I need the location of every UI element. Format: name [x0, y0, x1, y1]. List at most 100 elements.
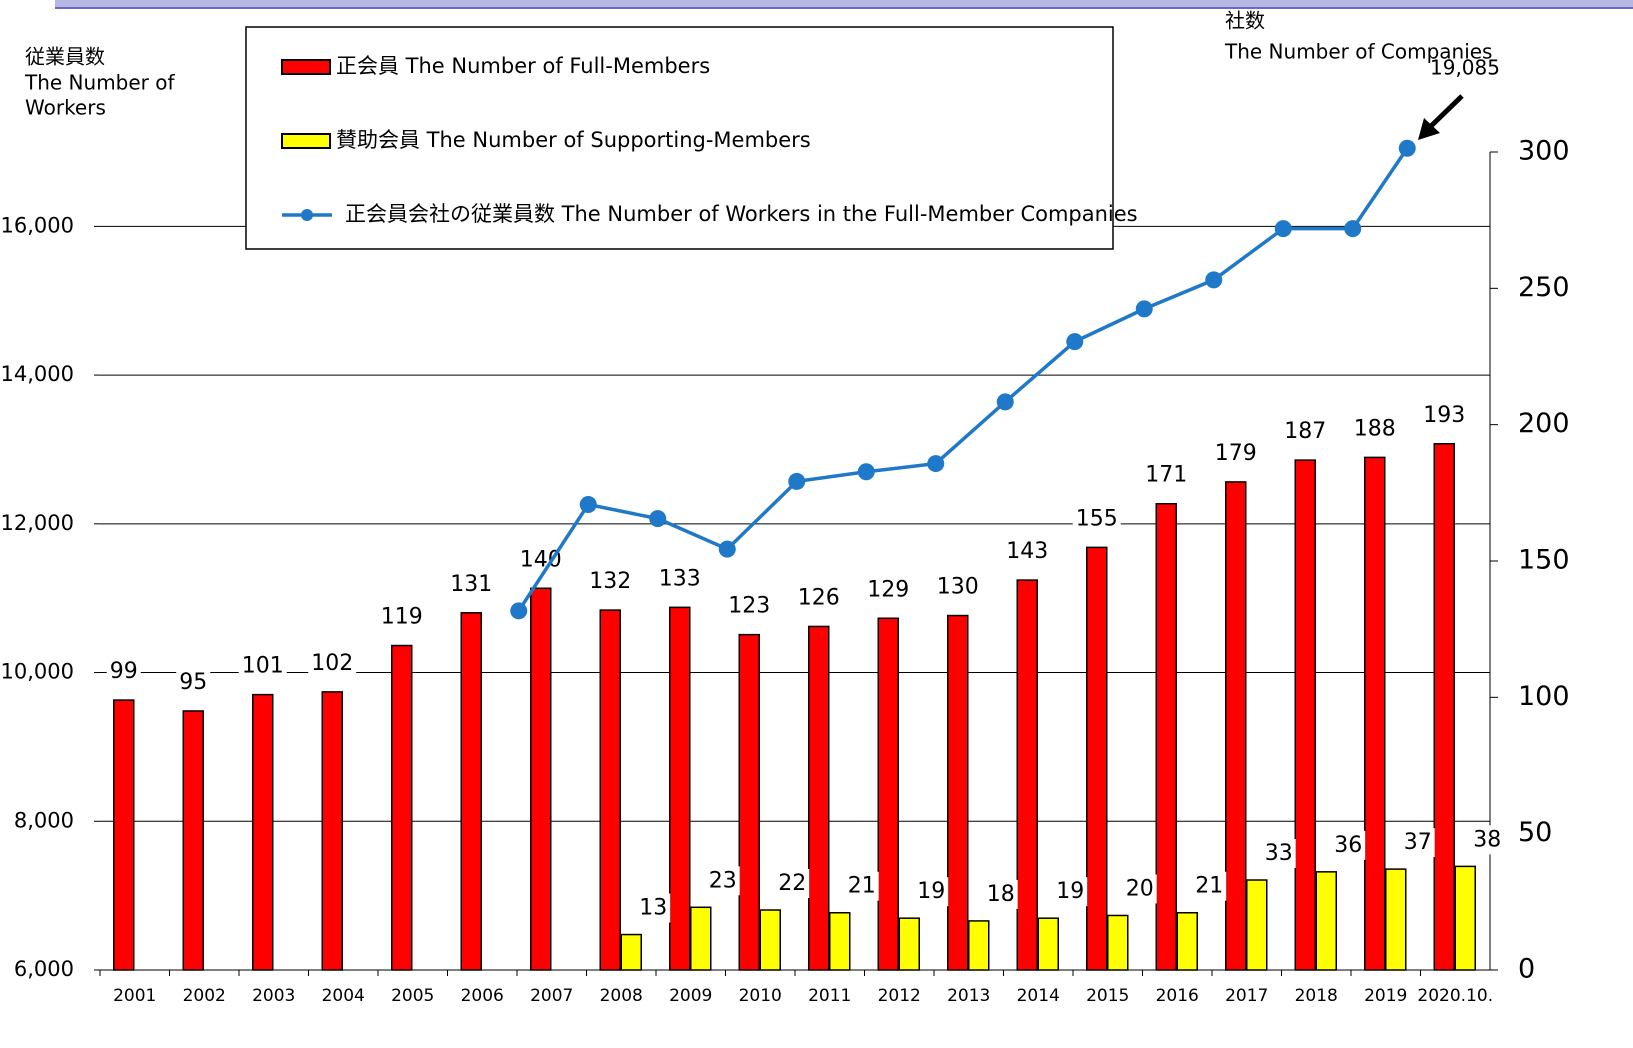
x-tick-label: 2011: [808, 986, 851, 1006]
x-tick-label: 2015: [1086, 986, 1129, 1006]
y-tick-label: 10,000: [1, 660, 74, 684]
data-label-bg: [775, 869, 810, 899]
x-tick-label: 2004: [322, 986, 365, 1006]
data-label: 143: [1006, 539, 1048, 564]
bar: [1155, 502, 1177, 971]
data-label-bg: [1420, 400, 1469, 430]
x-tick-label: 2001: [113, 986, 156, 1006]
x-tick-label: 2008: [600, 986, 643, 1006]
line-marker: [1066, 333, 1084, 351]
y2-axis-title: 社数: [1225, 9, 1265, 33]
x-tick-label: 2005: [391, 986, 434, 1006]
bar: [1454, 865, 1476, 971]
data-label: 22: [778, 871, 806, 896]
data-label: 119: [381, 605, 423, 630]
x-tick-label: 2014: [1017, 986, 1060, 1006]
bar: [182, 710, 204, 971]
data-label: 102: [311, 651, 353, 676]
data-label-bg: [1053, 877, 1088, 907]
bar: [1364, 456, 1386, 971]
data-label: 95: [179, 670, 207, 695]
data-label-bg: [176, 667, 211, 697]
data-label: 130: [937, 575, 979, 600]
x-tick-label: 2010: [739, 986, 782, 1006]
bar: [1246, 879, 1268, 971]
y2-tick-label: 300: [1518, 136, 1570, 167]
x-tick-label: 2016: [1156, 986, 1199, 1006]
y2-tick-label: 200: [1518, 408, 1570, 439]
data-label-bg: [1211, 438, 1260, 468]
bar: [620, 933, 642, 971]
data-label-bg: [1331, 830, 1366, 860]
bar: [898, 917, 920, 971]
data-label-bg: [655, 564, 704, 594]
line-marker: [927, 455, 945, 473]
bar: [460, 612, 482, 971]
data-label-bg: [864, 575, 913, 605]
data-label-bg: [844, 871, 879, 901]
line-marker: [718, 540, 736, 558]
legend-swatch: [281, 59, 331, 75]
line-marker: [510, 602, 528, 620]
legend-label: 正会員会社の従業員数 The Number of Workers in the …: [345, 202, 1138, 226]
data-label-bg: [447, 569, 496, 599]
data-label: 126: [798, 585, 840, 610]
data-label: 133: [659, 566, 701, 591]
data-label: 21: [848, 874, 876, 899]
legend-marker: [301, 209, 313, 221]
data-label: 20: [1126, 876, 1154, 901]
data-label-bg: [705, 866, 740, 896]
data-label-bg: [1281, 417, 1330, 447]
data-label-bg: [1122, 874, 1157, 904]
x-tick-label: 2003: [252, 986, 295, 1006]
x-tick-label: 2017: [1225, 986, 1268, 1006]
data-label: 37: [1404, 830, 1432, 855]
data-label-bg: [1350, 414, 1399, 444]
bar: [113, 699, 135, 971]
bar: [690, 906, 712, 971]
bar: [321, 691, 343, 971]
data-label-bg: [1400, 828, 1435, 858]
data-label: 21: [1195, 874, 1223, 899]
x-tick-label: 2007: [530, 986, 573, 1006]
annotation: 19,085: [1430, 56, 1500, 80]
x-tick-label: 2013: [947, 986, 990, 1006]
y2-tick-label: 250: [1518, 272, 1570, 303]
bar: [877, 617, 899, 971]
y-axis-title: 従業員数: [25, 45, 105, 69]
y-axis-title: The Number of: [24, 71, 175, 95]
bar: [1225, 481, 1247, 971]
data-label-bg: [794, 583, 843, 613]
data-label: 132: [589, 569, 631, 594]
bar: [252, 693, 274, 971]
y-tick-label: 6,000: [14, 957, 74, 981]
bar: [599, 609, 621, 971]
legend-label: 賛助会員 The Number of Supporting-Members: [336, 128, 811, 152]
legend-box: [245, 26, 1114, 250]
y-tick-label: 8,000: [14, 808, 74, 832]
legend-label: 正会員 The Number of Full-Members: [336, 54, 710, 78]
bar: [738, 633, 760, 971]
data-label-bg: [1142, 460, 1191, 490]
data-label-bg: [933, 572, 982, 602]
data-label: 123: [728, 594, 770, 619]
line-marker: [996, 393, 1014, 411]
x-tick-label: 2018: [1295, 986, 1338, 1006]
line-marker: [1135, 300, 1153, 318]
x-tick-label: 2019: [1364, 986, 1407, 1006]
line: [517, 147, 1409, 612]
data-label-bg: [1470, 825, 1505, 855]
data-label-bg: [983, 879, 1018, 909]
bar: [1107, 914, 1129, 971]
x-tick-label: 2006: [461, 986, 504, 1006]
data-label: 193: [1423, 403, 1465, 428]
bar: [1315, 871, 1337, 971]
data-label-bg: [1261, 839, 1296, 869]
line-marker: [1205, 271, 1223, 289]
y-tick-label: 14,000: [1, 362, 74, 386]
y2-tick-label: 100: [1518, 681, 1570, 712]
data-label-bg: [1003, 537, 1052, 567]
axis-titles: 従業員数 The Number of Workers 社数 The Number…: [24, 9, 1500, 120]
data-label: 179: [1215, 441, 1257, 466]
bar: [1294, 459, 1316, 971]
